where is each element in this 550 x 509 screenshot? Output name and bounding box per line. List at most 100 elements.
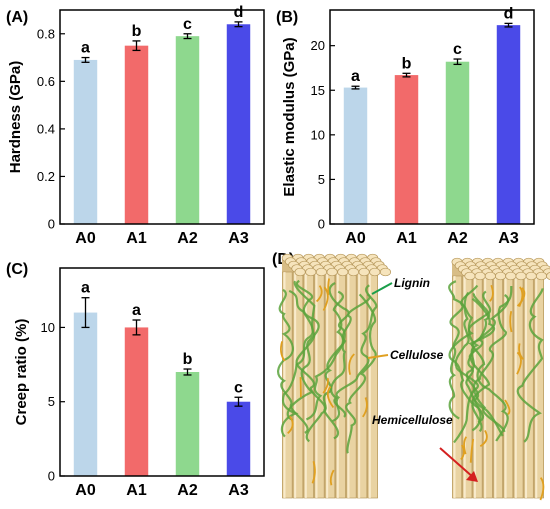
significance-letter: a	[132, 302, 141, 319]
bar-a1	[394, 75, 419, 224]
hemicellulose-arrow-head	[466, 471, 478, 482]
y-tick-label: 5	[318, 172, 325, 187]
hemicellulose-strand	[362, 397, 368, 418]
significance-letter: a	[81, 280, 90, 297]
x-tick-label: A0	[75, 482, 96, 499]
hemicellulose-strand	[469, 438, 475, 463]
error-bar	[234, 21, 243, 28]
x-tick-label: A3	[228, 482, 249, 499]
hemicellulose-strand	[311, 460, 316, 484]
hemicellulose-label: Hemicellulose	[372, 413, 453, 427]
cellulose-arrow	[367, 354, 389, 359]
chart-hardness: (A) Hardness (GPa) a A0 b A1 c A2 d A3 0 0.2 0.4 0.6 0…	[6, 4, 265, 247]
fiber-end	[525, 271, 537, 281]
cellulose-label: Cellulose	[390, 348, 444, 362]
fiber-end	[315, 267, 328, 277]
error-bar	[183, 33, 192, 40]
fiber-end	[347, 267, 360, 277]
significance-letter: b	[132, 23, 142, 40]
lignin-strand	[345, 293, 377, 454]
fiber-bundle-left	[277, 253, 392, 499]
lignin-strand	[470, 294, 510, 442]
panel-label: (C)	[6, 261, 28, 278]
x-tick-label: A0	[75, 230, 96, 247]
hemicellulose-strand	[463, 436, 468, 455]
bar-a0	[343, 87, 368, 224]
y-tick-label: 0.2	[37, 169, 55, 184]
x-tick-label: A1	[126, 230, 147, 247]
lignin-strand	[328, 282, 350, 418]
error-bar	[504, 22, 513, 28]
bar-a0	[73, 312, 98, 476]
significance-letter: b	[402, 55, 412, 72]
hemicellulose-strand	[322, 286, 329, 311]
significance-letter: c	[453, 41, 462, 58]
y-axis-label: Creep ratio (%)	[13, 319, 30, 426]
plot-frame	[59, 267, 265, 477]
lignin-strand	[448, 284, 479, 420]
x-tick-label: A2	[447, 230, 468, 247]
y-tick-label: 15	[311, 83, 325, 98]
hemicellulose-strand	[348, 353, 355, 375]
fiber-end	[326, 267, 338, 277]
hemicellulose-strand	[280, 341, 286, 362]
significance-letter: d	[234, 4, 244, 21]
fiber-end	[379, 267, 392, 277]
bar-a3	[496, 25, 521, 225]
y-tick-label: 10	[41, 320, 55, 335]
hemicellulose-strand	[322, 378, 329, 394]
diagram-cell-wall: (D) Lignin Cellulose Hemicellulose	[272, 251, 550, 501]
bar-a2	[175, 372, 200, 476]
bar-a3	[226, 24, 251, 225]
x-tick-label: A3	[498, 230, 519, 247]
bar-a2	[445, 61, 470, 224]
panel-label: (B)	[276, 9, 298, 26]
hemicellulose-strand	[504, 399, 511, 416]
plot-frame	[329, 9, 535, 225]
fiber-end	[337, 267, 349, 277]
hemicellulose-strand	[539, 477, 545, 501]
fiber-end	[464, 271, 476, 281]
hemicellulose-strand	[460, 444, 465, 461]
x-tick-label: A1	[396, 230, 417, 247]
y-tick-label: 0.8	[37, 26, 55, 41]
error-bar	[351, 85, 360, 90]
fiber-end	[474, 271, 486, 281]
significance-letter: c	[183, 16, 192, 33]
error-bar	[81, 56, 90, 63]
fiber-end	[535, 271, 548, 281]
error-bar	[132, 319, 141, 336]
y-axis-label: Hardness (GPa)	[7, 61, 24, 174]
bar-a1	[124, 45, 149, 224]
hemicellulose-strand	[516, 287, 526, 307]
lignin-strand	[305, 290, 345, 421]
significance-letter: a	[81, 40, 90, 57]
x-tick-label: A0	[345, 230, 366, 247]
fiber-bundle-right	[448, 257, 550, 501]
lignin-strand	[448, 290, 492, 433]
lignin-arrow	[371, 282, 393, 295]
diagram-annotations: Lignin Cellulose Hemicellulose	[367, 276, 478, 482]
fiber-end	[515, 271, 527, 281]
lignin-strand	[293, 280, 340, 440]
hemicellulose-strand	[509, 311, 513, 333]
error-bar	[183, 368, 192, 376]
hemicellulose-strand	[315, 285, 323, 303]
fiber-end	[294, 267, 306, 277]
hemicellulose-strand	[326, 386, 335, 409]
lignin-strand	[305, 293, 371, 443]
x-tick-label: A1	[126, 482, 147, 499]
x-tick-label: A2	[177, 230, 198, 247]
lignin-strand	[465, 297, 504, 437]
hemicellulose-strand	[479, 429, 488, 448]
lignin-strand	[516, 288, 544, 443]
error-bar	[81, 297, 90, 329]
y-tick-label: 10	[311, 127, 325, 142]
y-tick-label: 0.4	[37, 121, 55, 136]
chart-creep-ratio: (C) Creep ratio (%) a A0 a A1 b A2 c A3 0 5 10	[6, 261, 265, 499]
error-bar	[234, 396, 243, 407]
y-tick-label: 0	[48, 217, 55, 232]
y-tick-label: 0	[48, 469, 55, 484]
error-bar	[402, 72, 411, 78]
y-tick-label: 0.6	[37, 74, 55, 89]
